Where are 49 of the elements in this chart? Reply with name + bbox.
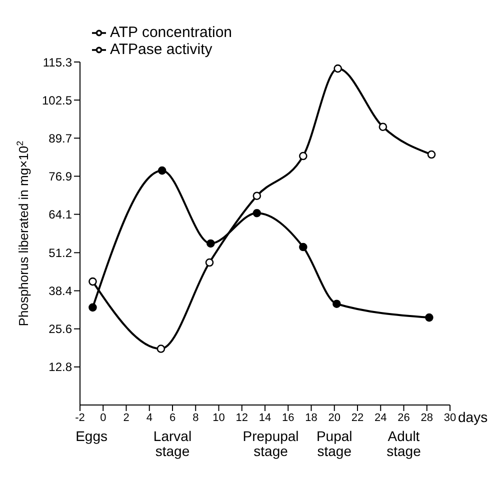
y-tick-label: 12.8 xyxy=(48,360,72,374)
point xyxy=(427,150,436,159)
text: Eggs xyxy=(74,428,109,444)
x-tick-label: 10 xyxy=(212,412,225,424)
y-tick-label: 115.3 xyxy=(42,55,72,70)
x-tick-label: 2 xyxy=(123,412,130,424)
x-tick-label: 20 xyxy=(328,412,340,424)
point xyxy=(252,208,262,218)
x-tick-label: 26 xyxy=(398,412,410,424)
x-tick-label: 6 xyxy=(169,412,176,424)
y-tick-label: 89.7 xyxy=(48,131,72,146)
point xyxy=(205,258,214,267)
point xyxy=(378,122,388,131)
x-tick-label: 16 xyxy=(282,412,294,424)
point xyxy=(88,277,97,286)
y-tick-label: 51.2 xyxy=(48,246,72,260)
x-tick-label: 4 xyxy=(146,412,152,424)
point xyxy=(299,242,308,252)
point xyxy=(158,166,166,175)
text: Adult stage xyxy=(386,428,422,459)
point xyxy=(334,64,342,73)
y-tick-label: 76.9 xyxy=(48,169,72,184)
y-tick-label: 38.4 xyxy=(48,284,72,298)
x-tick-label: 24 xyxy=(374,412,387,424)
x-tick-label: 12 xyxy=(236,412,248,424)
x-tick-label: 30 xyxy=(444,412,456,424)
y-tick-label: 64.1 xyxy=(48,208,72,222)
point xyxy=(156,344,166,353)
x-tick-label: 14 xyxy=(258,412,272,424)
legend-label: ATPase activity xyxy=(110,41,212,58)
y-tick-label: 102.5 xyxy=(42,93,72,108)
text: Prepupal stage xyxy=(242,428,300,459)
point xyxy=(299,152,308,160)
point xyxy=(425,313,434,322)
x-tick-label: 8 xyxy=(192,412,199,424)
x-tick-label: 18 xyxy=(305,412,318,424)
point xyxy=(332,300,341,308)
point xyxy=(206,239,215,248)
x-tick-label: 28 xyxy=(420,412,433,424)
text: Pupal stage xyxy=(315,428,354,459)
x-tick-label: 0 xyxy=(100,412,106,424)
point xyxy=(252,192,262,200)
x-tick-label: -2 xyxy=(75,412,85,424)
legend-label: ATP concentration xyxy=(110,24,232,41)
x-axis-title: days xyxy=(458,409,488,425)
x-tick-label: 22 xyxy=(351,412,364,424)
point xyxy=(88,303,97,312)
y-tick-label: 25.6 xyxy=(48,322,72,336)
text: Larval stage xyxy=(152,428,193,459)
